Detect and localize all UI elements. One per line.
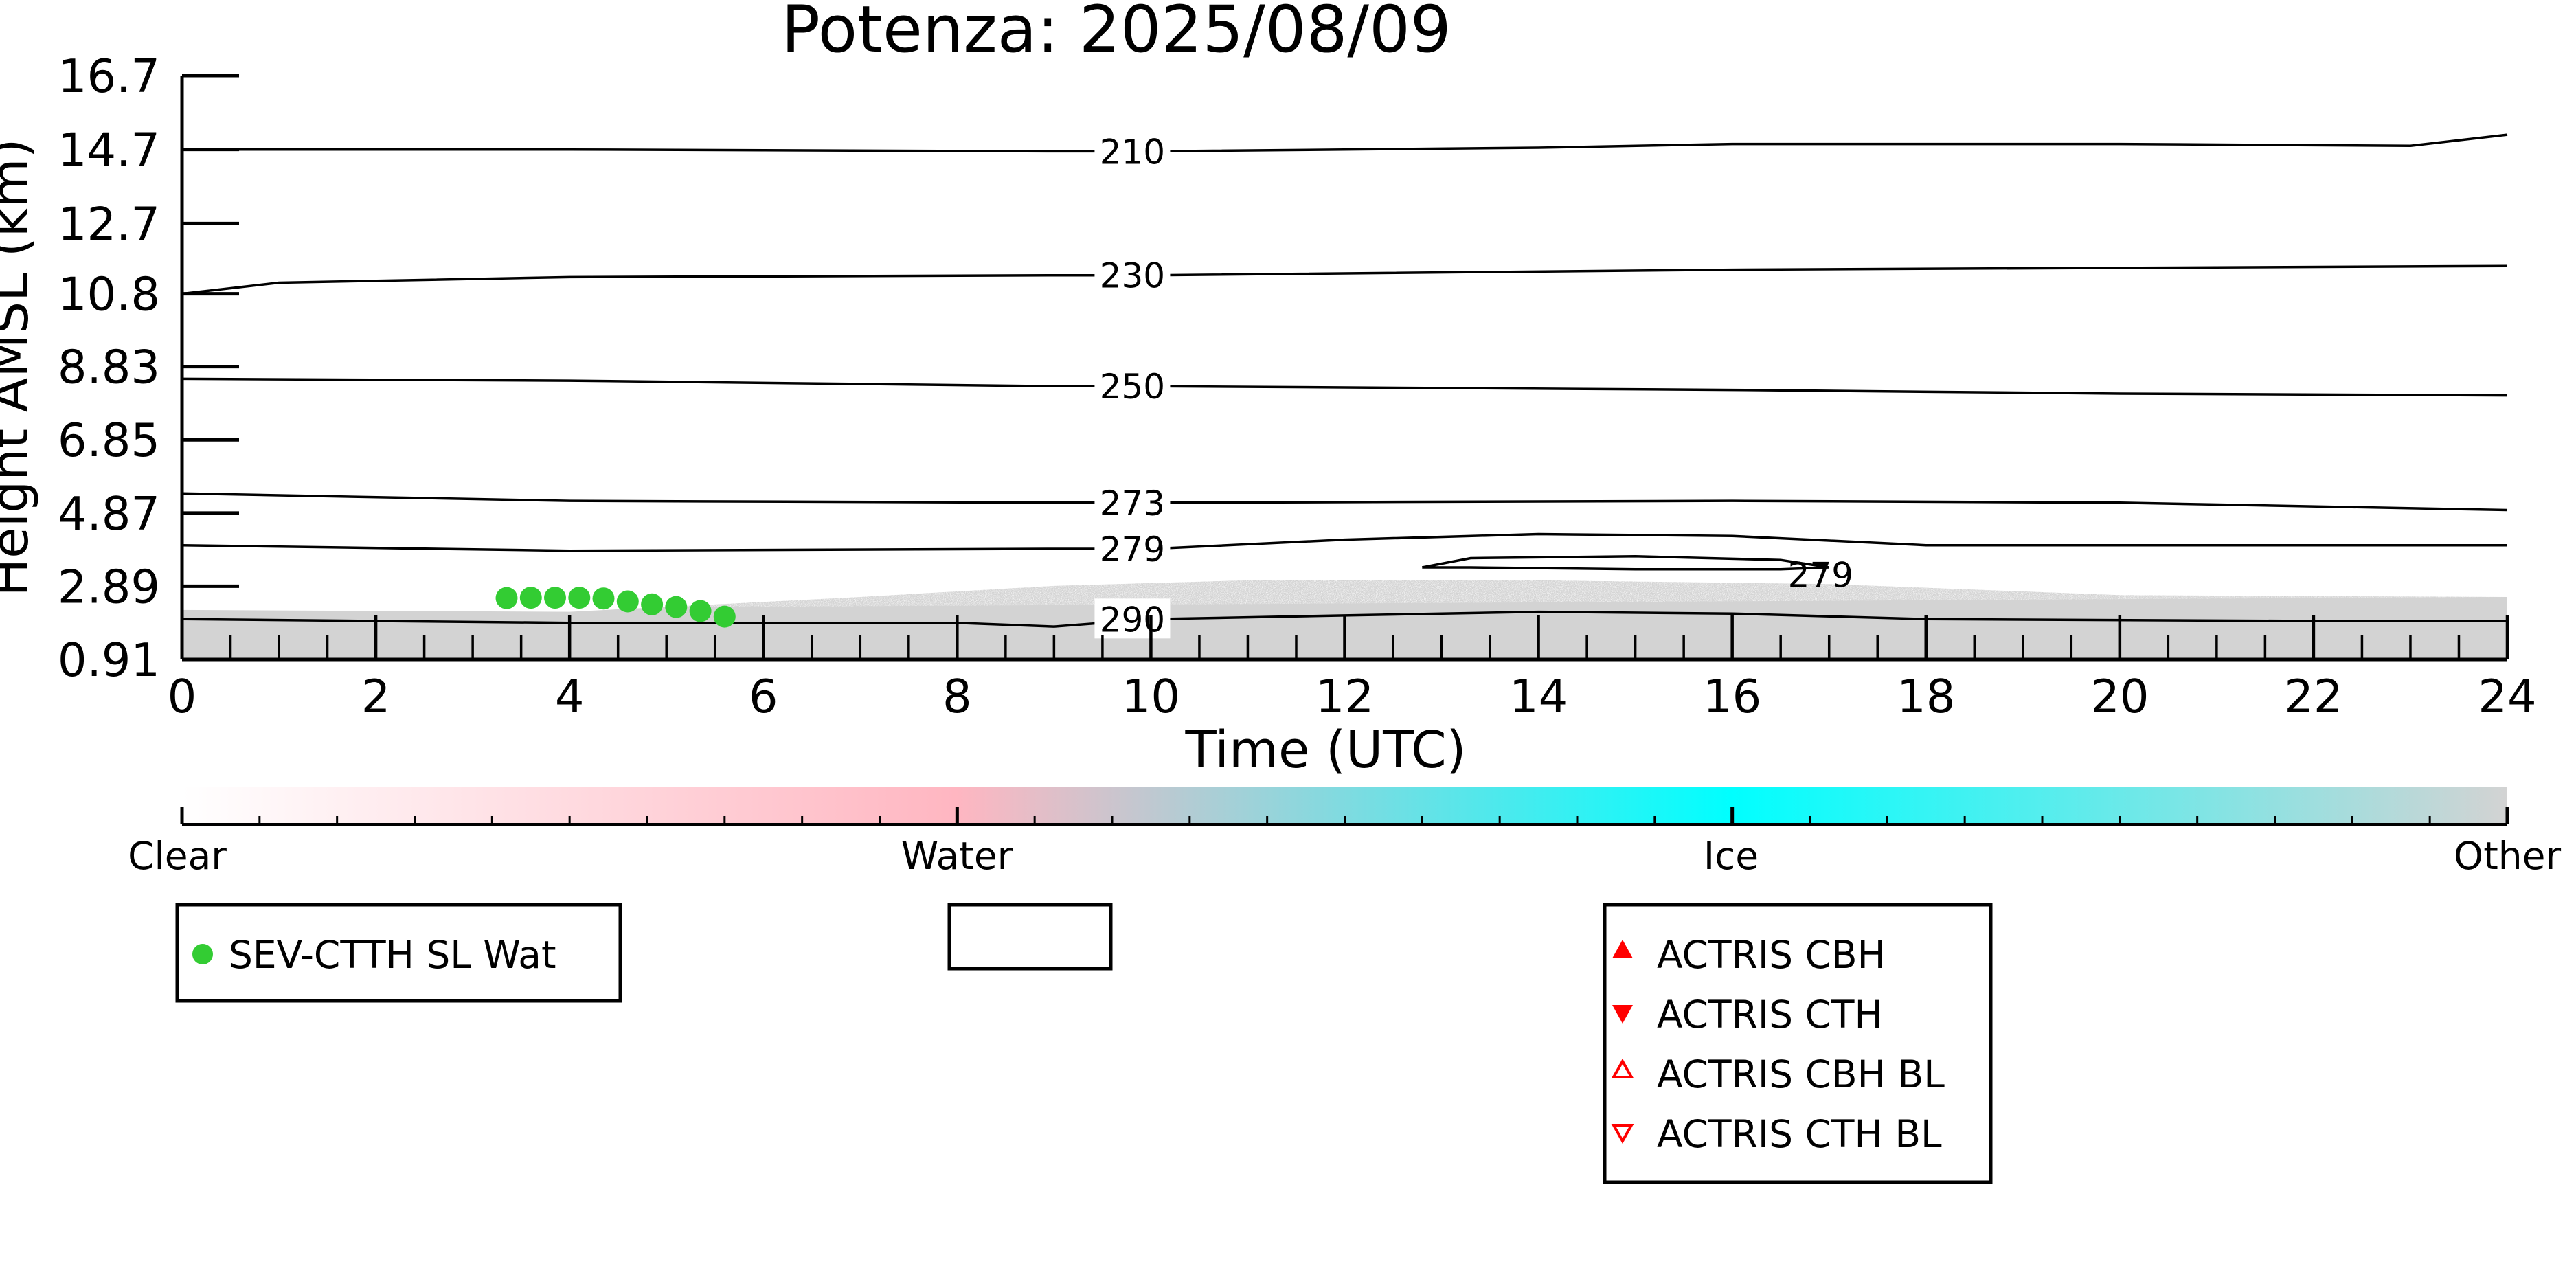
- x-tick-label: 4: [555, 670, 585, 723]
- colorbar-label-ice: Ice: [1704, 834, 1759, 878]
- legend-actris-box: [1603, 903, 1993, 1184]
- y-tick-label: 4.87: [58, 487, 160, 541]
- contour-label-290: 290: [1100, 600, 1165, 640]
- y-tick-label: 10.8: [58, 268, 160, 321]
- contour-closed-line-279: [1421, 555, 1829, 571]
- contour-line-273: [181, 492, 2508, 512]
- contour-label-250: 250: [1100, 367, 1165, 407]
- contour-label-230: 230: [1100, 256, 1165, 296]
- legend-actris-cth-label: ACTRIS CTH: [1657, 993, 1883, 1037]
- colorbar-label-water: Water: [901, 834, 1013, 878]
- legend-actris-cth-bl-label: ACTRIS CTH BL: [1657, 1112, 1942, 1156]
- legend-actris-cbh-marker: [1612, 940, 1633, 958]
- x-tick-label: 24: [2478, 670, 2536, 723]
- y-tick-label: 0.91: [58, 633, 160, 687]
- contour-line-250: [181, 377, 2508, 397]
- legend-sev-box: [175, 903, 622, 1003]
- x-tick-label: 16: [1703, 670, 1761, 723]
- x-tick-label: 0: [168, 670, 197, 723]
- contour-closed-label-279: 279: [1788, 556, 1853, 596]
- legend-actris-cth-bl-marker: [1611, 1124, 1634, 1144]
- data-point: [495, 587, 518, 609]
- contour-label-279: 279: [1100, 530, 1165, 569]
- data-point: [641, 593, 664, 615]
- contour-label-bg-210: [1094, 131, 1171, 171]
- y-ticks: 0.91 2.89 4.87 6.85 8.83 10.8 12.7 14.7 16.7: [58, 49, 239, 687]
- legend-actris-cbh-bl-label: ACTRIS CBH BL: [1657, 1052, 1945, 1096]
- x-tick-label: 8: [942, 670, 972, 723]
- chart-title: Potenza: 2025/08/09: [781, 0, 1451, 67]
- x-tick-label: 14: [1509, 670, 1568, 723]
- x-axis-label: Time (UTC): [1184, 721, 1466, 780]
- y-tick-label: 2.89: [58, 560, 160, 613]
- colorbar-ticks: [180, 807, 2509, 824]
- y-axis-label: Height AMSL (km): [0, 138, 40, 596]
- contour-label-bg-273: [1094, 482, 1171, 522]
- contour-lines: 210 230 250 273 279 290 279: [181, 131, 2508, 640]
- contour-label-bg-250: [1094, 365, 1171, 406]
- data-point: [689, 600, 712, 622]
- data-point: [616, 590, 639, 613]
- x-tick-label: 2: [361, 670, 391, 723]
- legend-sev-marker: [192, 944, 213, 964]
- contour-line-210: [182, 133, 2508, 153]
- legend-sev-label: SEV-CTTH SL Wat: [229, 933, 556, 977]
- data-point: [519, 587, 542, 609]
- x-tick-label: 18: [1897, 670, 1955, 723]
- data-point: [592, 587, 615, 610]
- colorbar: Clear Water Ice Other: [128, 787, 2561, 878]
- legend-actris-cbh-bl-marker: [1611, 1058, 1634, 1078]
- legend-empty-box: [947, 903, 1113, 971]
- contour-label-bg-230: [1094, 254, 1171, 295]
- contour-line-230: [181, 264, 2508, 295]
- colorbar-label-other: Other: [2454, 834, 2562, 878]
- x-ticks: 0 2 4 6 8 10 12 14 16 18 20 22 24: [168, 615, 2537, 723]
- contour-label-273: 273: [1100, 484, 1165, 523]
- y-tick-label: 8.83: [58, 341, 160, 394]
- x-tick-label: 20: [2090, 670, 2149, 723]
- contour-label-bg-290: [1094, 598, 1171, 639]
- cloud-fill-speckle: [182, 560, 2507, 610]
- x-tick-label: 6: [749, 670, 778, 723]
- contour-line-279: [181, 532, 2507, 552]
- legend-sev: SEV-CTTH SL Wat: [175, 903, 622, 1003]
- y-tick-label: 16.7: [58, 49, 160, 103]
- contour-label-210: 210: [1100, 132, 1165, 172]
- legend-actris-cbh-label: ACTRIS CBH: [1657, 933, 1886, 977]
- data-point: [568, 587, 591, 609]
- data-point: [665, 596, 688, 618]
- legend-actris: ACTRIS CBH ACTRIS CTH ACTRIS CBH BL ACTR…: [1603, 903, 1993, 1184]
- y-tick-label: 6.85: [58, 414, 160, 467]
- x-tick-label: 22: [2284, 670, 2342, 723]
- x-tick-label: 10: [1122, 670, 1180, 723]
- data-points: [495, 587, 736, 628]
- y-tick-label: 12.7: [58, 197, 160, 251]
- colorbar-label-clear: Clear: [128, 834, 227, 878]
- legend-actris-cth-marker: [1612, 1005, 1633, 1024]
- y-tick-label: 14.7: [58, 124, 160, 177]
- x-tick-label: 12: [1315, 670, 1374, 723]
- data-point: [544, 587, 566, 609]
- contour-label-bg-279: [1094, 528, 1171, 569]
- data-point: [713, 605, 736, 628]
